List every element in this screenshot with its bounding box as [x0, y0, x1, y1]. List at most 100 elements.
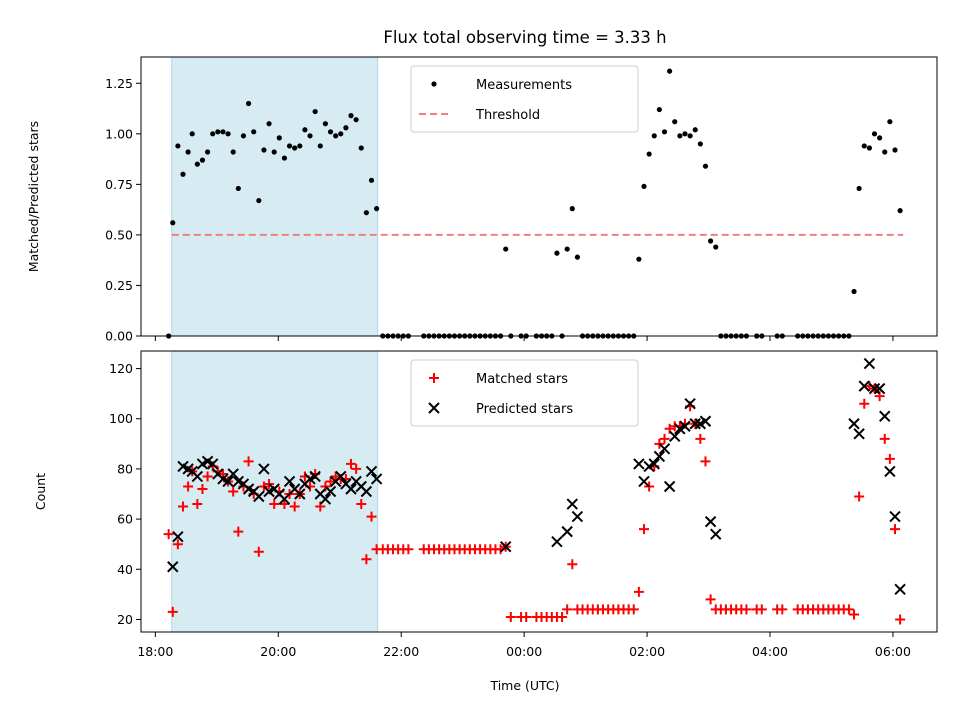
measurement-point — [871, 131, 878, 137]
measurement-point — [503, 246, 509, 252]
measurement-point — [651, 133, 657, 139]
predicted-star-point — [873, 382, 886, 395]
matched-star-point — [628, 604, 639, 615]
predicted-star-point — [699, 415, 712, 427]
measurement-point — [897, 208, 903, 214]
measurement-point — [851, 288, 857, 295]
predicted-star-point — [863, 357, 876, 370]
matched-star-point — [654, 438, 665, 449]
matched-star-point — [279, 499, 290, 510]
measurement-point — [702, 163, 709, 169]
matched-star-point — [361, 554, 372, 565]
x-tick-label: 00:00 — [506, 644, 542, 659]
measurement-point — [338, 131, 344, 137]
predicted-star-point — [258, 463, 270, 475]
matched-star-point — [233, 526, 244, 537]
measurement-point — [882, 149, 888, 155]
predicted-star-point — [227, 468, 239, 480]
matched-star-point — [356, 499, 367, 510]
legend-label: Measurements — [476, 78, 572, 93]
plot-frame — [140, 56, 938, 337]
predicted-star-point — [894, 583, 906, 596]
matched-star-point — [351, 463, 362, 474]
y-axis-label: Count — [33, 473, 48, 510]
measurement-point — [266, 121, 272, 127]
measurement-point — [240, 133, 247, 139]
matched-star-point — [895, 614, 906, 625]
predicted-star-point — [551, 535, 563, 548]
predicted-star-point — [324, 485, 337, 498]
matched-star-point — [253, 546, 264, 557]
measurement-point — [322, 121, 329, 127]
matched-star-point — [756, 604, 767, 615]
chart-title: Flux total observing time = 3.33 h — [383, 28, 666, 47]
predicted-star-point — [663, 480, 676, 493]
predicted-star-point — [167, 561, 179, 573]
ratio-panel: 0.00 0.25 0.50 0.75 1.00 1.25 Matched/Predicte… — [26, 56, 938, 344]
matched-star-point — [557, 611, 568, 622]
measurement-point — [333, 133, 339, 139]
measurement-point — [641, 183, 647, 189]
predicted-star-point — [679, 420, 691, 432]
measurement-point — [215, 129, 221, 135]
measurement-point — [271, 149, 277, 155]
measurement-point — [554, 250, 560, 256]
measurement-point — [564, 246, 570, 252]
measurement-point — [302, 127, 308, 133]
measurement-point — [204, 149, 211, 155]
y-tick-label: 100 — [109, 411, 133, 426]
matched-star-point — [659, 433, 670, 444]
predicted-star-point — [684, 397, 696, 410]
measurement-point — [199, 157, 206, 163]
measurement-point — [667, 68, 673, 74]
observing-span — [171, 57, 378, 336]
predicted-star-point — [648, 458, 660, 470]
measurement-point — [235, 185, 241, 192]
matched-star-point — [639, 524, 650, 535]
measurement-point — [646, 151, 652, 157]
legend-label: Threshold — [475, 108, 540, 123]
measurement-point — [569, 206, 575, 212]
measurement-point — [682, 131, 688, 137]
y-tick-label: 0.25 — [105, 278, 133, 293]
measurement-point — [286, 143, 293, 149]
matched-star-point — [163, 529, 174, 540]
measurement-point — [175, 143, 181, 149]
measurement-point — [877, 135, 883, 141]
measurement-point — [713, 244, 719, 250]
measurement-point — [861, 143, 867, 149]
predicted-star-point — [884, 465, 896, 478]
matched-star-point — [264, 478, 275, 489]
matched-star-point — [879, 433, 890, 444]
x-tick-label: 20:00 — [260, 644, 296, 659]
measurement-point — [363, 210, 369, 216]
measurement-point — [574, 254, 581, 260]
y-axis-label: Matched/Predicted stars — [26, 121, 41, 272]
measurement-point — [317, 143, 323, 149]
predicted-star-point — [879, 410, 891, 422]
y-tick-label: 0.50 — [105, 227, 133, 242]
predicted-star-point — [638, 475, 650, 488]
matched-star-point — [202, 471, 213, 482]
matched-star-point — [197, 483, 208, 494]
matched-star-point — [346, 458, 357, 469]
legend: Measurements Threshold — [410, 65, 639, 133]
legend-marker — [428, 402, 440, 414]
measurement-point — [180, 171, 186, 177]
measurement-point — [210, 131, 216, 137]
matched-star-point — [403, 544, 414, 555]
y-tick-label: 0.75 — [105, 177, 133, 192]
measurement-point — [661, 129, 668, 135]
predicted-star-point — [704, 515, 717, 528]
predicted-star-point — [191, 470, 204, 483]
predicted-star-point — [499, 540, 512, 553]
measurement-point — [374, 206, 380, 212]
predicted-star-point — [283, 475, 296, 488]
predicted-star-point — [848, 418, 860, 430]
matched-star-point — [777, 604, 788, 615]
matched-star-point — [284, 489, 295, 500]
matched-star-point — [854, 491, 865, 502]
matched-star-point — [289, 501, 300, 512]
